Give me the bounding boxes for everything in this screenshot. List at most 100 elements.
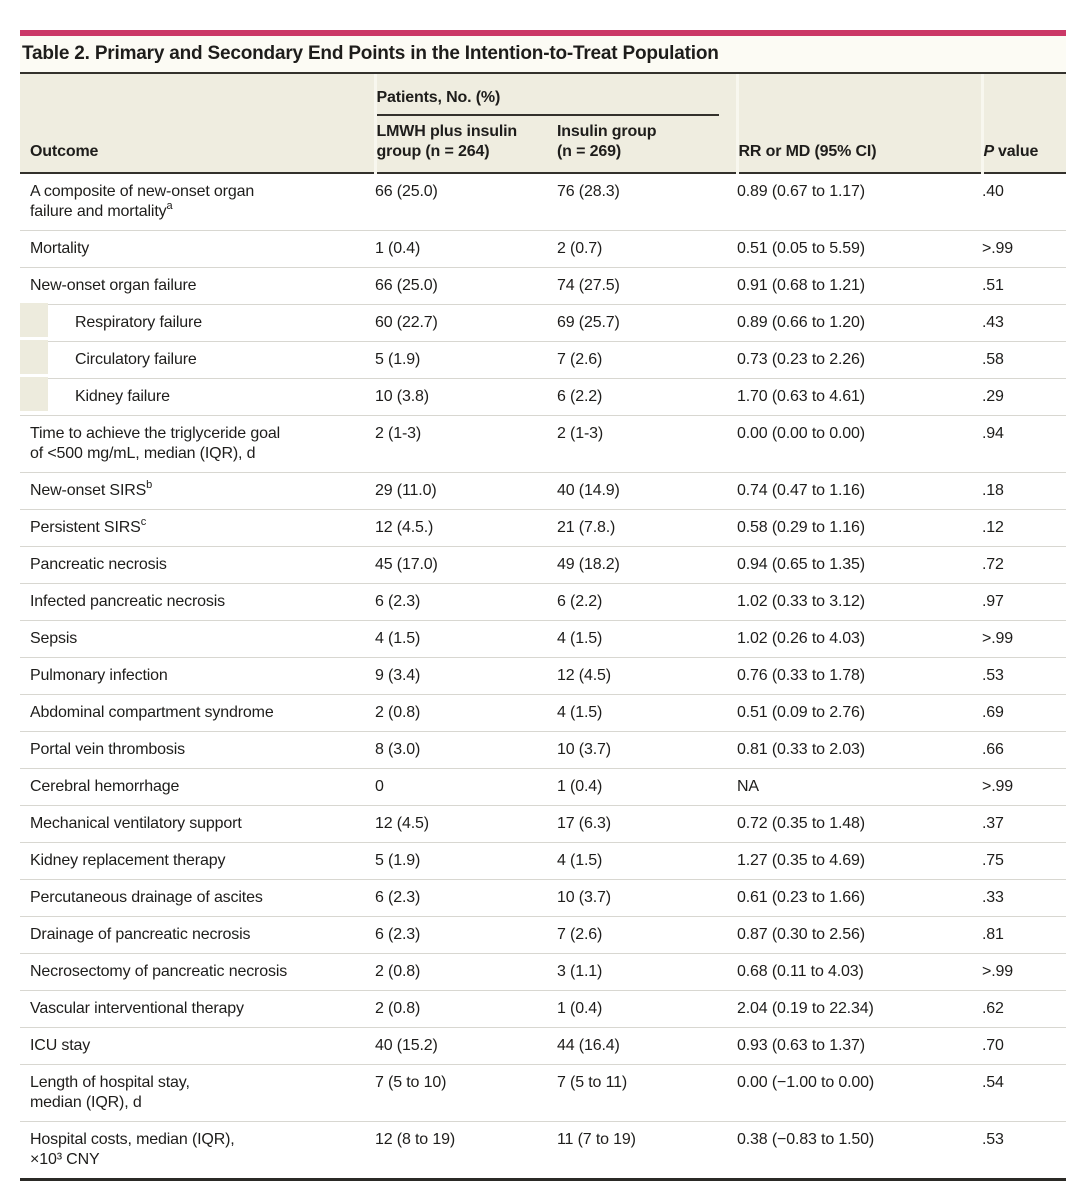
table-row: New-onset organ failure 66 (25.0) 74 (27.5… xyxy=(20,267,1066,305)
p-value-cell: >.99 xyxy=(982,230,1066,268)
lmwh-insulin-value-cell: 2 (1-3) xyxy=(375,415,557,473)
p-value-cell: .51 xyxy=(982,267,1066,305)
lmwh-insulin-value-cell: 12 (4.5) xyxy=(375,805,557,843)
insulin-value-cell: 76 (28.3) xyxy=(557,173,737,231)
indent-marker xyxy=(20,340,48,374)
outcome-label-cell: Percutaneous drainage of ascites xyxy=(20,879,375,917)
insulin-value-cell: 49 (18.2) xyxy=(557,546,737,584)
outcome-label-cell: Abdominal compartment syndrome xyxy=(20,694,375,732)
insulin-value-cell: 7 (5 to 11) xyxy=(557,1064,737,1122)
p-value-cell: .33 xyxy=(982,879,1066,917)
outcome-label-cell: New-onset organ failure xyxy=(20,267,375,305)
table-row: Hospital costs, median (IQR), ×10³ CNY 12 … xyxy=(20,1121,1066,1181)
footnote-marker: b xyxy=(146,478,153,491)
rr-md-value-cell: 0.73 (0.23 to 2.26) xyxy=(737,341,982,379)
lmwh-insulin-value-cell: 10 (3.8) xyxy=(375,378,557,416)
insulin-value-cell: 10 (3.7) xyxy=(557,731,737,769)
p-value-cell: .69 xyxy=(982,694,1066,732)
table-body: A composite of new-onset organ failure an… xyxy=(20,173,1066,1181)
table-row: Time to achieve the triglyceride goal of … xyxy=(20,415,1066,473)
rr-md-value-cell: 0.51 (0.09 to 2.76) xyxy=(737,694,982,732)
outcome-label-cell: Circulatory failure xyxy=(20,340,375,379)
p-value-cell: .37 xyxy=(982,805,1066,843)
insulin-value-cell: 10 (3.7) xyxy=(557,879,737,917)
lmwh-insulin-value-cell: 40 (15.2) xyxy=(375,1027,557,1065)
table-row: A composite of new-onset organ failure an… xyxy=(20,173,1066,231)
insulin-value-cell: 12 (4.5) xyxy=(557,657,737,695)
table-row: Sepsis 4 (1.5) 4 (1.5) 1.02 (0.26 to 4.03) >… xyxy=(20,620,1066,658)
lmwh-insulin-value-cell: 1 (0.4) xyxy=(375,230,557,268)
outcome-label-cell: Mortality xyxy=(20,230,375,268)
rr-md-value-cell: 0.91 (0.68 to 1.21) xyxy=(737,267,982,305)
table-row: Respiratory failure 60 (22.7) 69 (25.7) 0.8… xyxy=(20,303,1066,342)
insulin-value-cell: 74 (27.5) xyxy=(557,267,737,305)
table-row: Abdominal compartment syndrome 2 (0.8) 4 (… xyxy=(20,694,1066,732)
patients-group-rule xyxy=(376,114,719,116)
rr-md-value-cell: 0.72 (0.35 to 1.48) xyxy=(737,805,982,843)
rr-md-value-cell: 0.89 (0.66 to 1.20) xyxy=(737,304,982,342)
lmwh-insulin-value-cell: 5 (1.9) xyxy=(375,341,557,379)
outcome-label-cell: Persistent SIRSc xyxy=(20,509,375,547)
outcome-label-cell: Time to achieve the triglyceride goal of … xyxy=(20,415,375,473)
p-value-cell: .66 xyxy=(982,731,1066,769)
insulin-value-cell: 1 (0.4) xyxy=(557,768,737,806)
insulin-value-cell: 4 (1.5) xyxy=(557,620,737,658)
lmwh-insulin-value-cell: 8 (3.0) xyxy=(375,731,557,769)
title-band: Table 2. Primary and Secondary End Point… xyxy=(20,36,1066,72)
table-figure: Table 2. Primary and Secondary End Point… xyxy=(20,30,1066,1181)
column-group-patients: Patients, No. (%) xyxy=(373,74,737,116)
rr-md-value-cell: 0.74 (0.47 to 1.16) xyxy=(737,472,982,510)
table-row: Infected pancreatic necrosis 6 (2.3) 6 (2.… xyxy=(20,583,1066,621)
p-value-cell: .53 xyxy=(982,1121,1066,1181)
insulin-value-cell: 1 (0.4) xyxy=(557,990,737,1028)
insulin-value-cell: 2 (0.7) xyxy=(557,230,737,268)
p-value-cell: .75 xyxy=(982,842,1066,880)
lmwh-insulin-value-cell: 2 (0.8) xyxy=(375,990,557,1028)
p-value-cell: .43 xyxy=(982,304,1066,342)
accent-bar xyxy=(20,30,1066,36)
table-row: Mechanical ventilatory support 12 (4.5) 17… xyxy=(20,805,1066,843)
outcome-label-cell: Cerebral hemorrhage xyxy=(20,768,375,806)
p-value-cell: .94 xyxy=(982,415,1066,473)
outcome-label-cell: ICU stay xyxy=(20,1027,375,1065)
footnote-marker: a xyxy=(166,199,173,212)
lmwh-insulin-value-cell: 6 (2.3) xyxy=(375,879,557,917)
table-row: Vascular interventional therapy 2 (0.8) 1 … xyxy=(20,990,1066,1028)
table-row: Portal vein thrombosis 8 (3.0) 10 (3.7) 0.8… xyxy=(20,731,1066,769)
table-row: Necrosectomy of pancreatic necrosis 2 (0.… xyxy=(20,953,1066,991)
table-row: ICU stay 40 (15.2) 44 (16.4) 0.93 (0.63 to … xyxy=(20,1027,1066,1065)
rr-md-value-cell: 0.58 (0.29 to 1.16) xyxy=(737,509,982,547)
table-row: New-onset SIRSb 29 (11.0) 40 (14.9) 0.74 (0… xyxy=(20,472,1066,510)
rr-md-value-cell: 0.00 (−1.00 to 0.00) xyxy=(737,1064,982,1122)
rr-md-value-cell: 1.27 (0.35 to 4.69) xyxy=(737,842,982,880)
outcome-label-cell: Necrosectomy of pancreatic necrosis xyxy=(20,953,375,991)
rr-md-value-cell: 0.89 (0.67 to 1.17) xyxy=(737,173,982,231)
rr-md-value-cell: 1.02 (0.26 to 4.03) xyxy=(737,620,982,658)
lmwh-insulin-value-cell: 2 (0.8) xyxy=(375,694,557,732)
rr-md-value-cell: 0.93 (0.63 to 1.37) xyxy=(737,1027,982,1065)
insulin-value-cell: 6 (2.2) xyxy=(557,583,737,621)
endpoints-table: Outcome Patients, No. (%) RR or MD (95% … xyxy=(20,74,1066,1181)
lmwh-insulin-value-cell: 60 (22.7) xyxy=(375,304,557,342)
table-row: Kidney replacement therapy 5 (1.9) 4 (1.5)… xyxy=(20,842,1066,880)
rr-md-value-cell: 1.70 (0.63 to 4.61) xyxy=(737,378,982,416)
p-value-cell: .97 xyxy=(982,583,1066,621)
rr-md-value-cell: NA xyxy=(737,768,982,806)
rr-md-value-cell: 0.87 (0.30 to 2.56) xyxy=(737,916,982,954)
rr-md-value-cell: 0.81 (0.33 to 2.03) xyxy=(737,731,982,769)
p-value-cell: .12 xyxy=(982,509,1066,547)
outcome-label-cell: Kidney replacement therapy xyxy=(20,842,375,880)
lmwh-insulin-value-cell: 6 (2.3) xyxy=(375,583,557,621)
insulin-value-cell: 21 (7.8.) xyxy=(557,509,737,547)
outcome-label-cell: Pulmonary infection xyxy=(20,657,375,695)
table-title: Table 2. Primary and Secondary End Point… xyxy=(22,43,719,64)
footnote-marker: c xyxy=(140,515,147,528)
patients-group-label: Patients, No. (%) xyxy=(376,89,501,106)
insulin-value-cell: 6 (2.2) xyxy=(557,378,737,416)
outcome-label-cell: Hospital costs, median (IQR), ×10³ CNY xyxy=(20,1121,375,1181)
insulin-group-line1: Insulin group xyxy=(557,123,657,140)
insulin-value-cell: 7 (2.6) xyxy=(557,916,737,954)
rr-md-value-cell: 0.76 (0.33 to 1.78) xyxy=(737,657,982,695)
table-row: Percutaneous drainage of ascites 6 (2.3) 1… xyxy=(20,879,1066,917)
outcome-label-cell: Portal vein thrombosis xyxy=(20,731,375,769)
